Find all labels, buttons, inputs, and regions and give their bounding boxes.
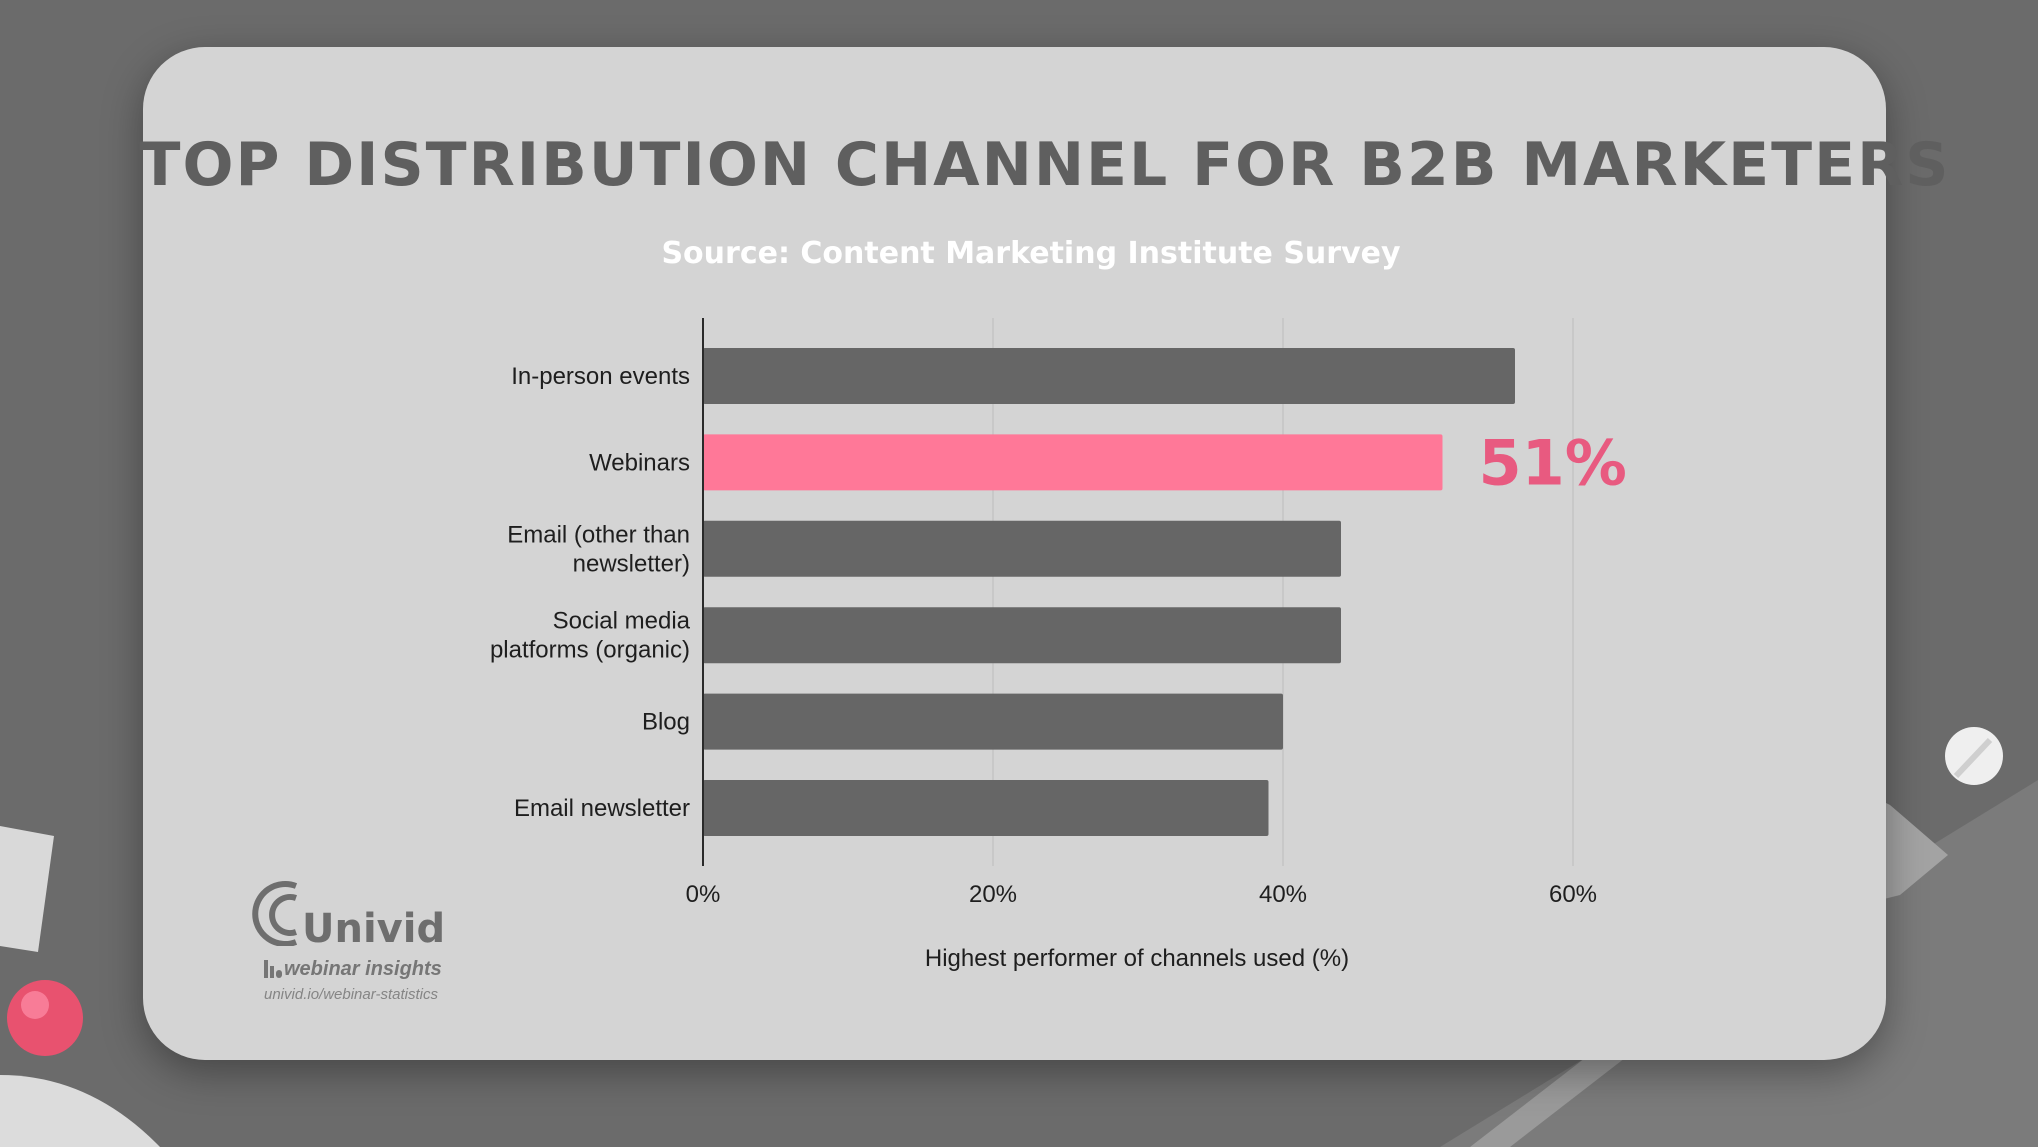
logo-url: univid.io/webinar-statistics: [264, 986, 438, 1003]
bar-chart-icon: [264, 960, 282, 978]
x-tick-label-0: 0%: [686, 881, 721, 908]
chart-subtitle: Source: Content Marketing Institute Surv…: [661, 236, 1401, 271]
bar-4: [703, 693, 1283, 750]
x-tick-label-3: 60%: [1549, 881, 1597, 908]
x-tick-label-1: 20%: [969, 881, 1017, 908]
univid-logo: Univid webinar insights univid.io/webina…: [252, 876, 482, 1006]
bar-3: [703, 607, 1341, 664]
bar-2: [703, 520, 1341, 577]
bar-1: [703, 434, 1443, 491]
logo-tagline: webinar insights: [284, 958, 442, 980]
category-label-0: In-person events: [511, 363, 690, 390]
chart-title: TOP DISTRIBUTION CHANNEL FOR B2B MARKETE…: [139, 130, 1951, 200]
category-label-2: Email (other than newsletter): [507, 521, 690, 577]
category-label-4: Blog: [642, 709, 690, 736]
bar-0: [703, 348, 1515, 404]
bar-5: [703, 780, 1269, 836]
category-label-3: Social media platforms (organic): [490, 608, 691, 664]
callout-label: 51%: [1479, 426, 1627, 499]
logo-mark-icon: [252, 881, 298, 946]
x-axis-title: Highest performer of channels used (%): [925, 945, 1349, 972]
x-tick-label-2: 40%: [1259, 881, 1307, 908]
category-label-5: Email newsletter: [514, 795, 690, 822]
logo-wordmark: Univid: [302, 906, 446, 952]
category-label-1: Webinars: [589, 449, 690, 476]
